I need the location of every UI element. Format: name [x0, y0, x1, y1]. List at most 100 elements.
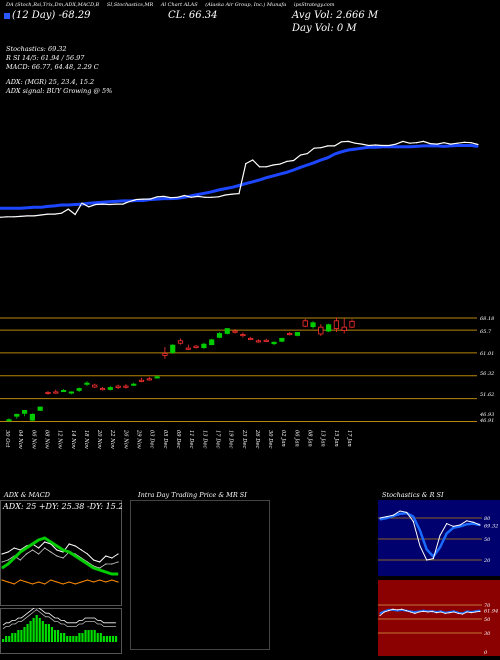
avg-price-point [334, 153, 336, 155]
adx-series-point [99, 561, 101, 563]
date-tick-label: 04 Nov [17, 430, 23, 449]
avg-price-point [224, 188, 226, 190]
candle-body [76, 388, 82, 391]
avg-price-point [54, 205, 56, 207]
candle-body [162, 353, 168, 356]
rsi-series-point [479, 610, 481, 612]
candle-body [14, 413, 20, 417]
adx-series-point [38, 581, 40, 583]
avg-price-point [190, 195, 192, 197]
header-strip-4: ipsStrategy.com [293, 2, 335, 8]
avg-price-point [443, 145, 445, 147]
adx-series-point [99, 569, 101, 571]
close-price-point [477, 143, 479, 146]
header-strip-1: SI,Stochastics,MR [106, 2, 154, 8]
candle-body [154, 376, 160, 379]
macd-histogram-bar [93, 630, 96, 642]
date-tick-label: 23 Dec [241, 429, 247, 448]
macd-panel [0, 608, 122, 654]
candle-body [294, 332, 301, 336]
adx-series-line [1, 541, 119, 563]
close-price-point [388, 144, 390, 147]
adx-series-point [62, 551, 64, 553]
date-tick-label: 22 Nov [109, 429, 115, 449]
rsi-series-point [379, 612, 381, 614]
adx-series-point [56, 555, 58, 557]
stochastics-series-point [392, 514, 394, 516]
date-tick-label: 13 Dec [201, 430, 207, 448]
avg-price-point [217, 189, 220, 191]
candle-body [146, 378, 152, 381]
adx-series-point [56, 545, 58, 547]
adx-series-point [38, 553, 40, 555]
close-price-point [101, 203, 104, 205]
avg-price-point [211, 191, 213, 193]
close-price-point [368, 144, 370, 147]
macd-histogram-bar [2, 639, 5, 642]
candle-body [84, 382, 90, 385]
rsi-series-line [379, 608, 481, 616]
rsi-tick-label: 30 [484, 631, 491, 637]
avg-price-point [74, 203, 76, 206]
adx-series-point [80, 549, 82, 551]
avg-price-point [388, 146, 390, 148]
avg-price-point [429, 145, 431, 147]
close-price-point [313, 147, 315, 149]
avg-price-point [40, 206, 42, 208]
avg-price-point [374, 146, 377, 148]
date-tick-label: 15 Jan [333, 430, 339, 447]
avg-price-point [402, 146, 404, 148]
adx-series-point [111, 563, 113, 565]
macd-histogram-bar [105, 636, 108, 642]
adx-series-point [50, 541, 52, 543]
candle-body [224, 328, 230, 334]
macd-histogram-bar [84, 630, 87, 642]
candle-body [123, 385, 129, 388]
candle-body [45, 392, 51, 395]
rsi-series-point [462, 613, 464, 615]
close-price-point [306, 153, 308, 155]
date-tick-label: 18 Nov [83, 430, 89, 449]
adx-series-point [74, 583, 76, 585]
stochastics-series-point [459, 524, 461, 526]
avg-price-point [47, 205, 49, 207]
adx-series-point [44, 537, 46, 539]
level-label: 46.91 [479, 418, 494, 424]
level-label: 56.32 [480, 371, 494, 377]
adx-series-point [1, 553, 3, 555]
date-tick-label: 06 Jan [293, 430, 299, 447]
adx-series-point [117, 573, 119, 575]
close-price-point [183, 194, 185, 197]
adx-series-point [111, 579, 113, 581]
stochastics-tick-label: 20 [483, 558, 491, 564]
candle-body [115, 385, 121, 388]
date-tick-label: 08 Jan [307, 430, 313, 447]
rsi-series-point [396, 609, 398, 611]
close-price-point [211, 196, 213, 198]
avg-price-point [327, 157, 329, 159]
avg-price-point [115, 200, 117, 202]
candle-body [263, 339, 269, 342]
rsi-series-point [440, 611, 442, 613]
close-price-point [33, 215, 35, 217]
close-price-point [197, 195, 199, 197]
avg-price-point [395, 146, 397, 148]
candle-body [177, 340, 184, 344]
adx-values-text: ADX: 25 +DY: 25.38 -DY: 15.23 [2, 502, 122, 511]
rsi-series-point [392, 608, 394, 610]
rsi-series-point [475, 611, 477, 613]
close-price-point [81, 202, 83, 204]
level-label: 65.7 [480, 329, 492, 335]
close-price-point [19, 215, 22, 217]
close-price-point [286, 160, 288, 162]
avg-price-point [279, 173, 281, 175]
avg-price-point [26, 207, 28, 209]
avg-price-line [0, 144, 479, 210]
close-price-point [231, 193, 233, 195]
stochastics-series-point [446, 532, 448, 534]
adx-series-point [105, 555, 107, 557]
macd-histogram-bar [5, 636, 8, 642]
avg-price-point [0, 207, 1, 209]
stochastics-series-point [466, 520, 468, 522]
